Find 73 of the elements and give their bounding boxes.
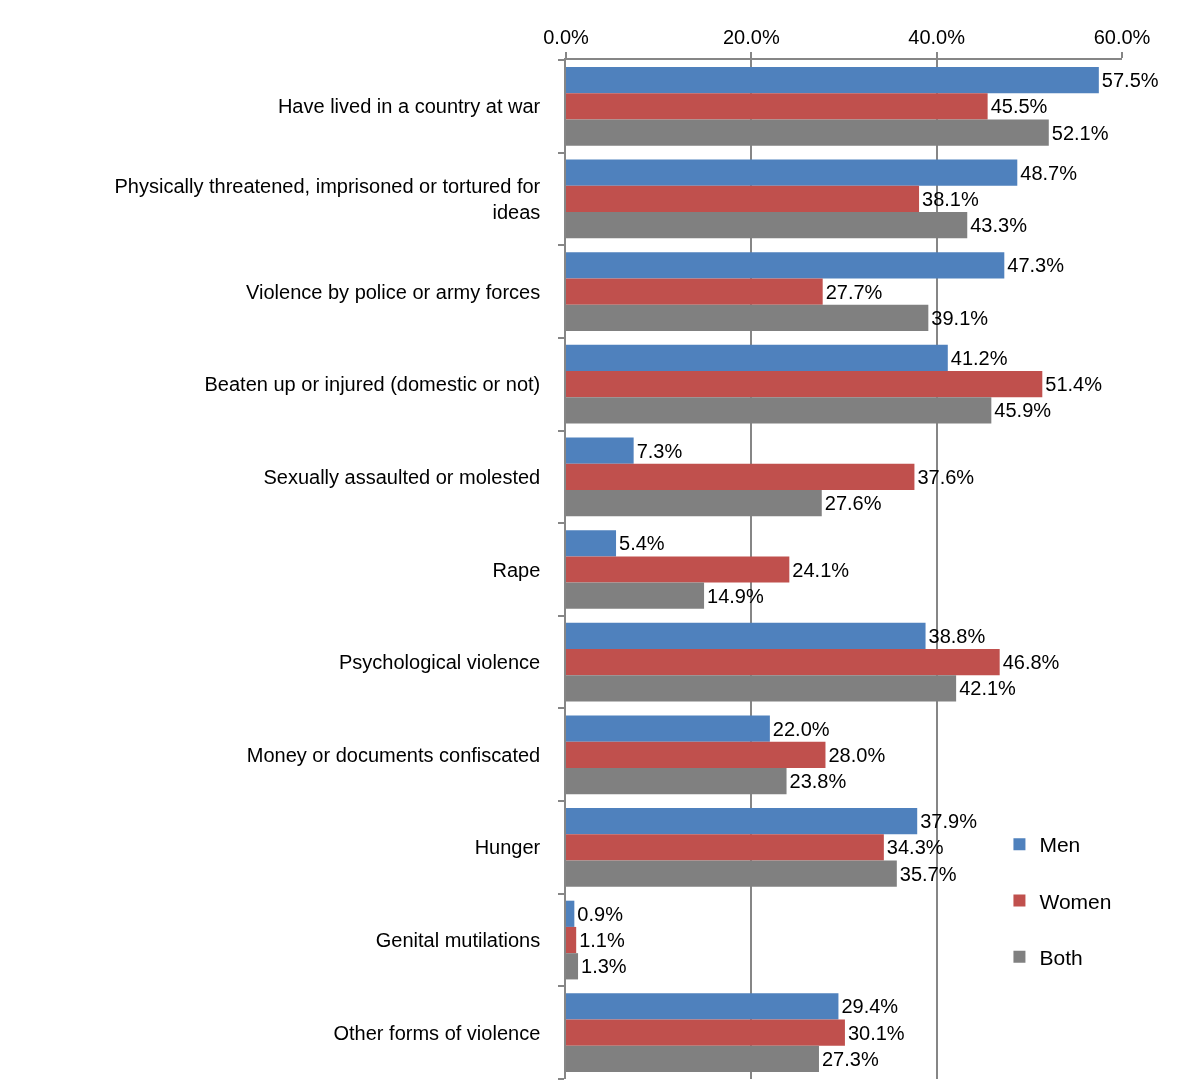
data-label: 23.8% bbox=[789, 770, 847, 793]
bar bbox=[566, 926, 577, 954]
x-tick-label: 60.0% bbox=[1093, 26, 1151, 49]
bar bbox=[566, 741, 826, 768]
data-label: 48.7% bbox=[1020, 161, 1078, 184]
y-tick-label: Beaten up or injured (domestic or not) bbox=[204, 373, 541, 396]
bar bbox=[566, 834, 884, 861]
data-label: 5.4% bbox=[619, 532, 665, 555]
data-label: 52.1% bbox=[1051, 121, 1109, 144]
bar bbox=[566, 93, 988, 120]
data-label: 38.1% bbox=[922, 187, 979, 210]
y-tick-label: Rape bbox=[492, 558, 541, 581]
legend-label: Women bbox=[1039, 889, 1112, 913]
data-label: 27.6% bbox=[824, 492, 882, 515]
data-label: 39.1% bbox=[931, 306, 989, 329]
bar bbox=[566, 437, 634, 464]
y-tick-label: Hunger bbox=[474, 836, 541, 859]
data-label: 45.5% bbox=[990, 95, 1048, 118]
y-tick-label: Physically threatened, imprisoned or tortured for ideas bbox=[114, 174, 541, 223]
data-label: 14.9% bbox=[707, 584, 764, 607]
x-tick-label: 20.0% bbox=[722, 26, 780, 49]
bar bbox=[566, 278, 823, 305]
data-label: 46.8% bbox=[1002, 651, 1060, 674]
y-tick-label: Other forms of violence bbox=[333, 1021, 541, 1044]
data-label: 7.3% bbox=[636, 439, 683, 462]
data-label: 1.1% bbox=[579, 929, 625, 952]
data-label: 35.7% bbox=[899, 862, 957, 885]
data-label: 38.8% bbox=[928, 624, 986, 647]
bar bbox=[566, 622, 926, 650]
bar bbox=[566, 344, 948, 372]
bar bbox=[566, 185, 920, 213]
bar bbox=[566, 66, 1099, 94]
y-tick-label: Sexually assaulted or molested bbox=[263, 465, 541, 488]
data-label: 57.5% bbox=[1101, 69, 1159, 92]
data-label: 42.1% bbox=[959, 677, 1017, 700]
data-label: 0.9% bbox=[577, 902, 624, 925]
data-label: 43.3% bbox=[970, 214, 1028, 237]
data-label: 22.0% bbox=[772, 717, 830, 740]
y-tick-label: Violence by police or army forces bbox=[246, 280, 541, 303]
y-tick-label: Psychological violence bbox=[339, 651, 541, 674]
legend-label: Both bbox=[1039, 946, 1083, 970]
bar bbox=[566, 463, 915, 490]
x-tick-label: 40.0% bbox=[908, 26, 966, 49]
data-label: 30.1% bbox=[847, 1021, 905, 1044]
bar bbox=[566, 649, 1000, 676]
y-tick-label: Genital mutilations bbox=[375, 929, 541, 952]
bar bbox=[566, 159, 1018, 186]
data-label: 24.1% bbox=[792, 558, 850, 581]
bar bbox=[566, 252, 1005, 279]
bar bbox=[566, 900, 575, 927]
data-label: 41.2% bbox=[950, 346, 1008, 369]
bar bbox=[566, 808, 918, 835]
y-tick-label: Money or documents confiscated bbox=[246, 743, 541, 766]
data-label: 45.9% bbox=[994, 399, 1052, 422]
data-label: 27.7% bbox=[825, 280, 883, 303]
data-label: 51.4% bbox=[1045, 373, 1103, 396]
data-label: 28.0% bbox=[828, 743, 886, 766]
data-label: 37.6% bbox=[917, 465, 975, 488]
bar bbox=[566, 715, 770, 742]
y-tick-label: Have lived in a country at war bbox=[277, 95, 541, 118]
data-label: 37.9% bbox=[920, 810, 978, 833]
data-label: 1.3% bbox=[581, 955, 627, 978]
legend-label: Men bbox=[1039, 833, 1081, 857]
bar bbox=[566, 1019, 845, 1046]
bar bbox=[566, 556, 790, 583]
data-label: 34.3% bbox=[886, 836, 944, 859]
bar bbox=[566, 530, 617, 557]
bar bbox=[566, 993, 839, 1020]
x-tick-label: 0.0% bbox=[543, 26, 590, 49]
data-label: 29.4% bbox=[841, 995, 899, 1018]
bar bbox=[566, 371, 1043, 398]
data-label: 27.3% bbox=[821, 1047, 879, 1070]
data-label: 47.3% bbox=[1007, 254, 1065, 277]
